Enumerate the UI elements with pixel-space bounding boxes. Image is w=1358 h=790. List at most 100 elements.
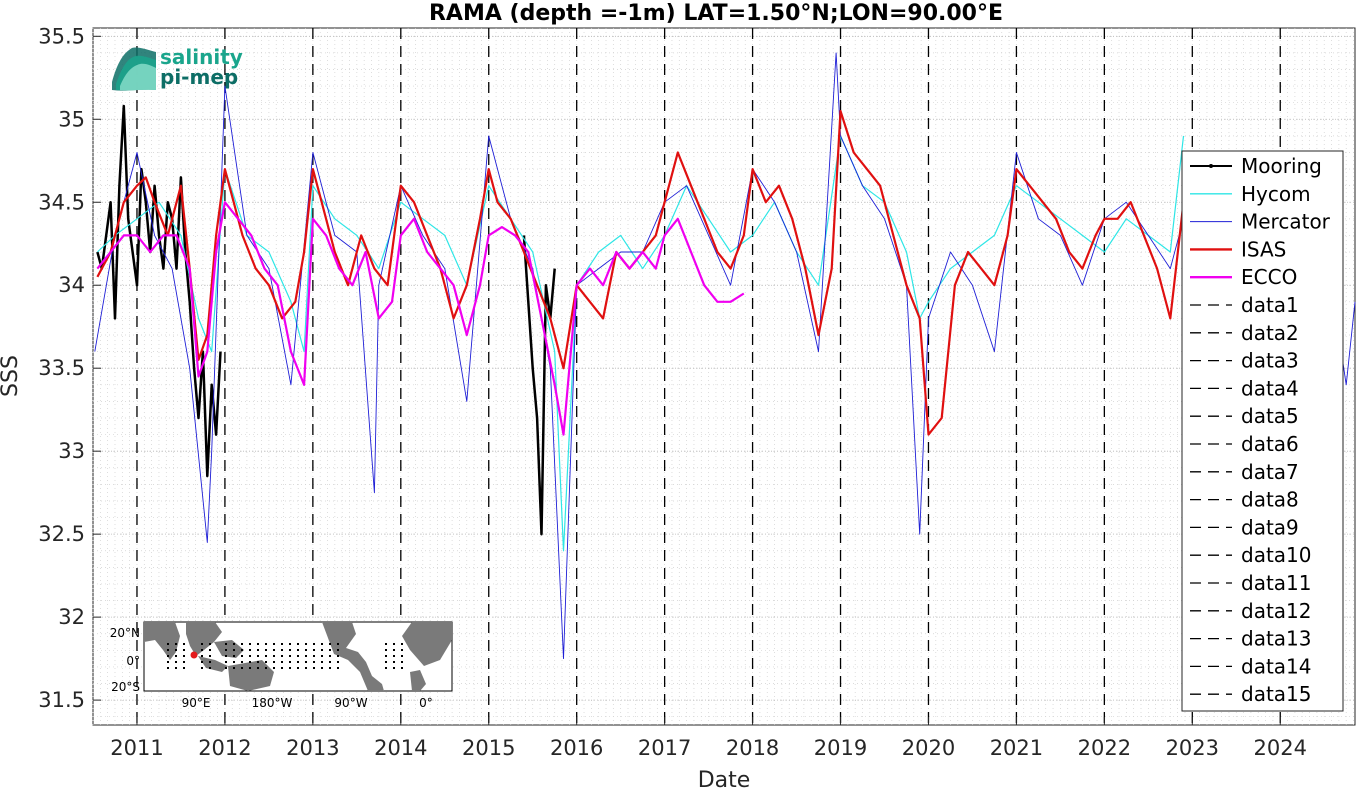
inset-map-mooring-dot — [313, 655, 315, 657]
x-tick-label: 2013 — [286, 736, 339, 760]
inset-map-mooring-dot — [401, 649, 403, 651]
legend-entry-data6: data6 — [1190, 432, 1299, 456]
inset-map-mooring-dot — [321, 667, 323, 669]
inset-map-mooring-dot — [175, 661, 177, 663]
inset-map-mooring-dot — [393, 655, 395, 657]
inset-lon-label-90w: 90°W — [334, 696, 367, 710]
inset-map-mooring-dot — [201, 661, 203, 663]
x-tick-label: 2021 — [990, 736, 1043, 760]
legend-entry-data1: data1 — [1190, 293, 1299, 317]
inset-map-mooring-dot — [233, 643, 235, 645]
inset-map-mooring-dot — [401, 667, 403, 669]
inset-map-mooring-dot — [305, 643, 307, 645]
y-tick-label: 33 — [58, 439, 85, 463]
inset-map-mooring-dot — [329, 643, 331, 645]
inset-map-mooring-dot — [257, 649, 259, 651]
inset-map-mooring-dot — [225, 661, 227, 663]
inset-map-mooring-dot — [257, 655, 259, 657]
inset-map-mooring-dot — [329, 655, 331, 657]
inset-map-landmass — [228, 660, 274, 691]
inset-map-mooring-dot — [281, 649, 283, 651]
inset-map-mooring-dot — [183, 667, 185, 669]
inset-map-mooring-dot — [273, 667, 275, 669]
inset-map-mooring-dot — [241, 655, 243, 657]
inset-map-mooring-dot — [209, 643, 211, 645]
inset-map-mooring-dot — [249, 667, 251, 669]
inset-map-mooring-dot — [201, 643, 203, 645]
legend: Mooring Hycom Mercator ISAS ECCO data1 data2 da… — [1181, 150, 1344, 712]
salinity-pi-mep-logo: salinity pi-mep — [112, 45, 243, 91]
inset-lat-label-0: 0° — [126, 654, 140, 668]
inset-map-mooring-dot — [183, 649, 185, 651]
legend-label: data6 — [1241, 432, 1299, 456]
inset-map-mooring-dot — [241, 643, 243, 645]
series-layer — [94, 52, 1356, 660]
inset-map-mooring-dot — [225, 655, 227, 657]
y-tick-label: 32.5 — [38, 522, 85, 546]
legend-entry-data11: data11 — [1190, 571, 1312, 595]
plot-area — [92, 27, 1356, 726]
inset-map-mooring-dot — [167, 661, 169, 663]
inset-map-mooring-dot — [201, 667, 203, 669]
legend-entry-isas: ISAS — [1190, 237, 1286, 261]
inset-map-mooring-dot — [321, 649, 323, 651]
inset-map-mooring-dot — [233, 655, 235, 657]
inset-map-mooring-dot — [393, 643, 395, 645]
inset-map-mooring-dots — [167, 643, 403, 669]
legend-label: Mooring — [1241, 154, 1322, 178]
inset-map-mooring-dot — [297, 643, 299, 645]
inset-map-mooring-dot — [313, 643, 315, 645]
inset-map-mooring-dot — [289, 649, 291, 651]
inset-map-mooring-dot — [297, 661, 299, 663]
inset-map-mooring-dot — [241, 667, 243, 669]
x-tick-label: 2024 — [1254, 736, 1307, 760]
legend-label: data2 — [1241, 321, 1299, 345]
series-line-mooring — [96, 104, 556, 536]
inset-map-mooring-dot — [305, 661, 307, 663]
inset-map-mooring-dot — [249, 661, 251, 663]
inset-map-mooring-dot — [321, 661, 323, 663]
legend-entry-data4: data4 — [1190, 376, 1299, 400]
x-tick-label: 2016 — [550, 736, 603, 760]
legend-label: data3 — [1241, 349, 1299, 373]
legend-label: data15 — [1241, 682, 1312, 706]
x-tick-label: 2011 — [110, 736, 163, 760]
inset-map-mooring-dot — [241, 649, 243, 651]
inset-map-mooring-dot — [183, 643, 185, 645]
inset-map-mooring-dot — [385, 649, 387, 651]
inset-map-mooring-dot — [249, 649, 251, 651]
inset-map-mooring-dot — [297, 649, 299, 651]
inset-lat-label-20s: 20°S — [111, 680, 140, 694]
legend-label: data7 — [1241, 460, 1299, 484]
inset-map-mooring-dot — [313, 649, 315, 651]
inset-map-mooring-dot — [233, 649, 235, 651]
inset-map-landmass — [144, 622, 180, 660]
inset-map-mooring-dot — [167, 655, 169, 657]
legend-entry-data12: data12 — [1190, 599, 1312, 623]
legend-entry-ecco: ECCO — [1190, 265, 1297, 289]
inset-map-mooring-dot — [329, 667, 331, 669]
inset-map-mooring-dot — [289, 655, 291, 657]
inset-map-mooring-dot — [337, 649, 339, 651]
inset-map-selected-location-marker — [190, 651, 198, 659]
inset-lon-label-0: 0° — [419, 696, 433, 710]
inset-map-mooring-dot — [337, 661, 339, 663]
inset-map-mooring-dot — [167, 667, 169, 669]
legend-entry-data2: data2 — [1190, 321, 1299, 345]
legend-entry-data9: data9 — [1190, 515, 1299, 539]
legend-swatch-marker — [1209, 164, 1213, 168]
inset-map-mooring-dot — [209, 667, 211, 669]
legend-entry-data10: data10 — [1190, 543, 1312, 567]
series-line-ecco — [96, 201, 745, 436]
inset-map-mooring-dot — [233, 661, 235, 663]
inset-map-mooring-dot — [393, 667, 395, 669]
inset-map-mooring-dot — [273, 661, 275, 663]
inset-map-mooring-dot — [257, 643, 259, 645]
inset-map-mooring-dot — [209, 655, 211, 657]
legend-label: data1 — [1241, 293, 1299, 317]
inset-map-landmass — [322, 622, 384, 691]
chart-title: RAMA (depth =-1m) LAT=1.50°N;LON=90.00°E — [429, 1, 1003, 26]
x-tick-label: 2023 — [1166, 736, 1219, 760]
legend-label: Hycom — [1241, 182, 1311, 206]
